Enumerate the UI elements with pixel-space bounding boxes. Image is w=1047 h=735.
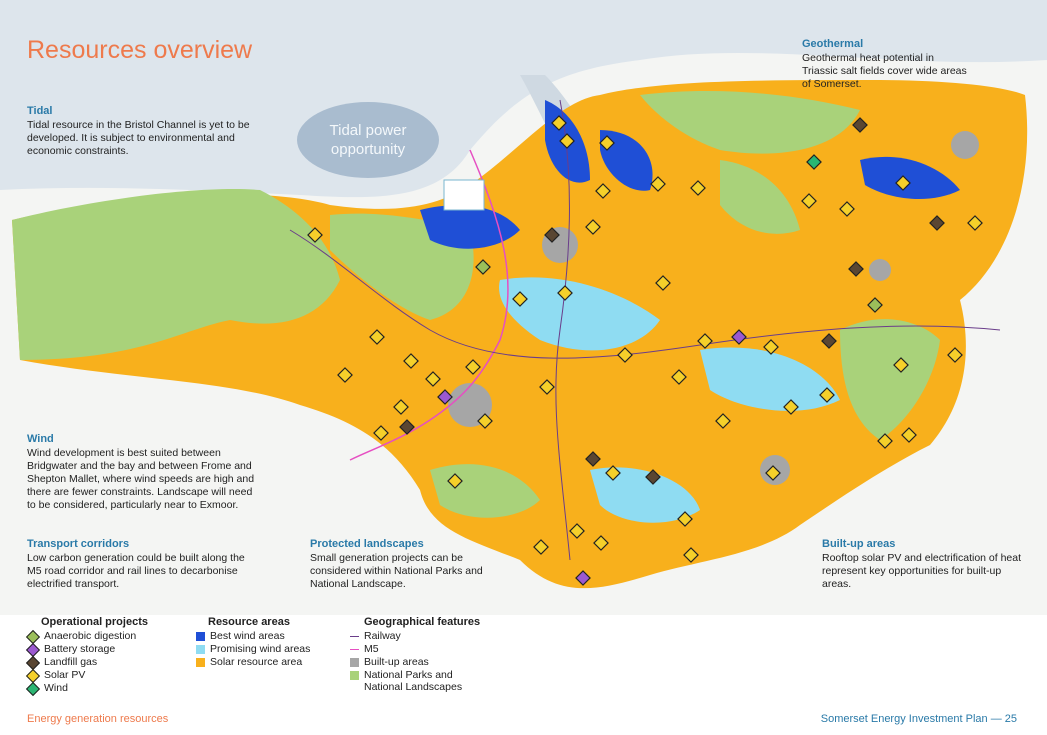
legend-label: Solar resource area — [210, 656, 303, 668]
legend-label: National Parks and National Landscapes — [364, 669, 463, 693]
callout-wind-heading: Wind — [27, 433, 54, 445]
legend-item-landfill: Landfill gas — [25, 655, 148, 671]
callout-geothermal-body: Geothermal heat potential in Triassic sa… — [802, 52, 967, 90]
legend-label: Built-up areas — [364, 656, 429, 668]
callout-builtup-body: Rooftop solar PV and electrification of … — [822, 552, 1022, 590]
legend-label: Railway — [364, 630, 401, 642]
legend-item-m5: M5 — [350, 643, 480, 656]
legend-item-promising-wind: Promising wind areas — [196, 643, 310, 656]
callout-transport-body: Low carbon generation could be built alo… — [27, 552, 245, 590]
callout-protected-body: Small generation projects can be conside… — [310, 552, 483, 590]
callout-wind-body: Wind development is best suited between … — [27, 447, 255, 511]
swatch-icon — [350, 658, 359, 667]
callout-geothermal-heading: Geothermal — [802, 38, 864, 50]
swatch-icon — [196, 632, 205, 641]
line-icon — [350, 636, 359, 637]
line-icon — [350, 649, 359, 650]
legend-resource-heading: Resource areas — [208, 616, 290, 628]
legend-item-solar: Solar PV — [25, 668, 148, 684]
legend-item-best-wind: Best wind areas — [196, 630, 310, 643]
footer-left: Energy generation resources — [27, 713, 169, 725]
legend-label: Promising wind areas — [210, 643, 311, 655]
legend-geographical-heading: Geographical features — [364, 616, 481, 628]
callout-transport: Transport corridors Low carbon generatio… — [27, 538, 257, 591]
legend-label: Wind — [44, 682, 68, 694]
callout-tidal: Tidal Tidal resource in the Bristol Chan… — [27, 105, 263, 158]
legend-label: Anaerobic digestion — [44, 630, 137, 642]
legend-item-anaerobic: Anaerobic digestion — [25, 629, 148, 645]
legend-item-railway: Railway — [350, 630, 480, 643]
legend-item-builtup: Built-up areas — [350, 656, 480, 669]
callout-protected-heading: Protected landscapes — [310, 538, 424, 550]
legend-label: Best wind areas — [210, 630, 285, 642]
tidal-power-bubble: Tidal power opportunity — [297, 102, 439, 178]
swatch-icon — [196, 658, 205, 667]
callout-tidal-body: Tidal resource in the Bristol Channel is… — [27, 119, 250, 157]
diamond-icon — [25, 681, 41, 697]
callout-builtup: Built-up areas Rooftop solar PV and elec… — [822, 538, 1022, 591]
callout-tidal-heading: Tidal — [27, 105, 53, 117]
callout-protected: Protected landscapes Small generation pr… — [310, 538, 490, 591]
legend-operational-heading: Operational projects — [41, 616, 148, 628]
legend-label: M5 — [364, 643, 379, 655]
callout-geothermal: Geothermal Geothermal heat potential in … — [802, 38, 968, 91]
legend-label: Solar PV — [44, 669, 86, 681]
legend-resource: Resource areas Best wind areas Promising… — [196, 616, 310, 669]
somerset-map — [0, 0, 1047, 615]
footer-right: Somerset Energy Investment Plan — 25 — [820, 713, 1017, 725]
page-title: Resources overview — [27, 36, 253, 64]
legend-label: Battery storage — [44, 643, 116, 655]
legend-item-solar-area: Solar resource area — [196, 656, 310, 669]
callout-transport-heading: Transport corridors — [27, 538, 130, 550]
legend-operational: Operational projects Anaerobic digestion… — [25, 616, 148, 697]
legend-label: Landfill gas — [44, 656, 98, 668]
swatch-icon — [350, 671, 359, 680]
legend-item-battery: Battery storage — [25, 642, 148, 658]
callout-wind: Wind Wind development is best suited bet… — [27, 433, 257, 512]
callout-builtup-heading: Built-up areas — [822, 538, 896, 550]
legend-geographical: Geographical features Railway M5 Built-u… — [350, 616, 480, 695]
legend-item-national-parks: National Parks and National Landscapes — [350, 669, 480, 695]
legend-item-wind: Wind — [25, 681, 148, 697]
swatch-icon — [196, 645, 205, 654]
